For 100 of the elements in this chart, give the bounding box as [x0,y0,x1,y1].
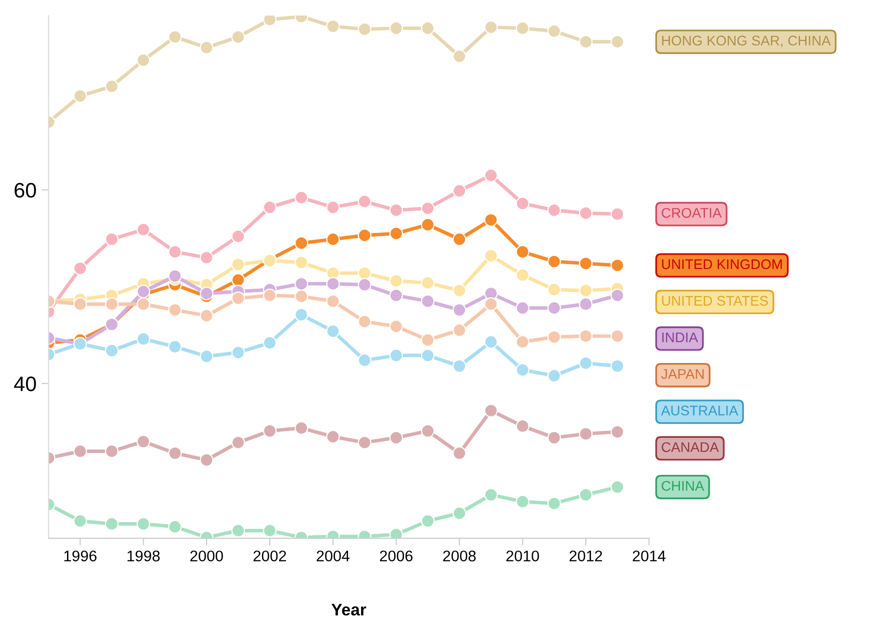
point [547,301,562,315]
point [294,421,308,435]
point [452,446,466,460]
point [358,278,372,292]
point [547,203,562,218]
point [420,201,435,216]
point [516,21,530,36]
point [389,320,403,334]
text: INDIA [662,332,698,342]
point [420,333,435,347]
x-tick-label: 2004 [316,550,350,562]
point [484,20,498,34]
point [326,232,340,246]
text: CROATIA [662,208,722,218]
point [104,232,119,246]
point [610,207,624,221]
point [294,256,308,270]
point [547,330,562,344]
x-tick-label: 2002 [254,550,286,562]
point [104,444,119,458]
y-tick-label: 60 [14,182,36,198]
point [231,230,245,244]
point [516,494,530,508]
point [136,284,150,298]
y-tick-label: 40 [14,376,36,392]
point [516,301,530,315]
point [610,480,624,494]
point [200,350,214,364]
point [168,340,182,354]
point [200,286,214,300]
point [484,488,498,502]
point [578,297,593,311]
point [104,344,119,358]
point [610,425,624,439]
point [484,335,498,349]
point [578,34,593,49]
x-tick-label: 2012 [570,550,602,562]
point [484,213,498,227]
point [168,446,182,460]
point [136,222,150,236]
point [358,22,372,36]
point [326,19,340,34]
point [578,329,593,343]
x-axis-title: Year [331,604,366,616]
point [420,424,435,438]
point [104,517,119,531]
point [547,254,562,268]
point [262,336,277,350]
point [420,294,435,308]
point [610,329,624,343]
point [136,297,150,311]
point [136,434,150,448]
point [262,524,277,538]
point [484,168,498,182]
point [262,424,277,438]
point [452,303,466,317]
point [389,430,403,444]
point [358,228,372,242]
point [578,427,593,441]
point [547,24,562,38]
point [136,517,150,531]
point [610,288,624,302]
point [484,297,498,311]
point [294,308,308,322]
point [516,419,530,433]
point [389,348,403,362]
point [516,196,530,210]
text: CANADA [662,442,719,452]
point [262,200,277,214]
point [358,314,372,328]
point [200,453,214,467]
point [200,308,214,323]
point [168,520,182,534]
point [73,89,87,103]
point [452,359,466,373]
point [73,444,87,458]
point [516,245,530,259]
point [231,436,245,450]
point [73,514,87,528]
point [326,324,340,338]
point [262,288,277,302]
point [168,30,182,44]
point [294,190,308,204]
point [547,368,562,383]
text: AUSTRALIA [661,406,738,416]
point [358,436,372,450]
point [516,363,530,377]
point [452,232,466,246]
x-tick-label: 2000 [190,550,223,562]
point [358,353,372,368]
point [200,40,214,54]
point [389,274,403,288]
point [516,268,530,282]
point [326,294,340,308]
point [231,30,245,44]
point [578,206,593,220]
point [578,256,593,270]
point [610,258,624,272]
point [168,303,182,317]
point [420,21,435,36]
